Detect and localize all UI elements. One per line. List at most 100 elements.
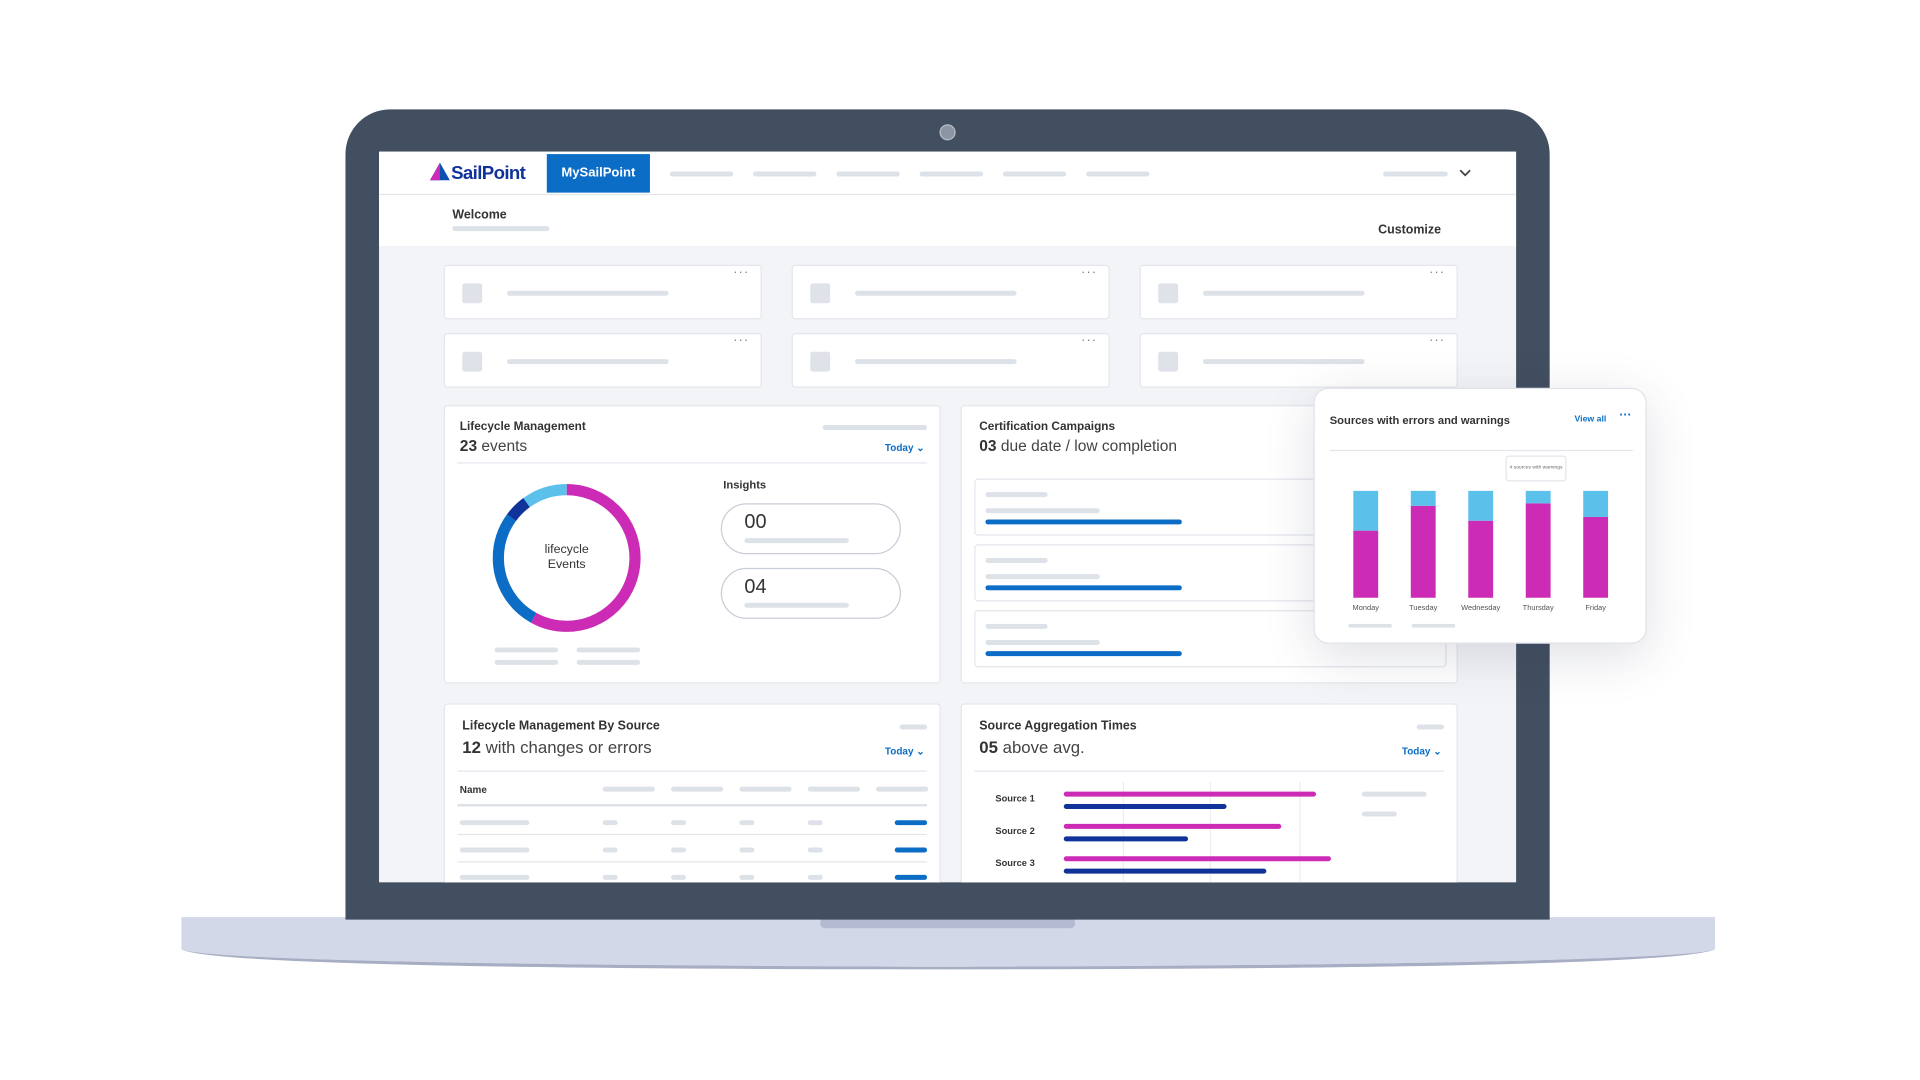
nav-placeholder <box>1086 171 1150 177</box>
card-summary: 12 with changes or errors <box>462 738 651 757</box>
filter-label[interactable]: Today <box>884 442 914 454</box>
placeholder <box>1202 290 1365 296</box>
logo[interactable]: SailPoint <box>451 162 526 184</box>
category-label: Source 1 <box>995 794 1034 804</box>
bar-segment <box>1353 490 1379 531</box>
column-placeholder <box>807 786 860 792</box>
placeholder <box>985 623 1048 629</box>
placeholder <box>985 640 1100 645</box>
filter-dropdown[interactable]: Today ⌄ <box>884 745 925 757</box>
status-bar <box>894 847 928 853</box>
placeholder <box>985 557 1048 563</box>
tooltip <box>1505 455 1567 482</box>
nav-placeholder <box>1002 171 1067 177</box>
column-placeholder <box>602 786 655 792</box>
cell-placeholder <box>459 874 530 880</box>
insight-pill[interactable]: 04 <box>720 567 901 619</box>
legend-placeholder <box>494 659 558 665</box>
filter-label[interactable]: Today <box>884 745 914 757</box>
widget-card[interactable]: ··· <box>443 333 762 388</box>
filter-label[interactable]: Today <box>1401 745 1431 757</box>
bar <box>1063 823 1282 829</box>
bar-segment <box>1468 520 1494 598</box>
summary-count: 12 <box>462 738 481 757</box>
widget-card[interactable]: ··· <box>1139 264 1458 320</box>
placeholder <box>1202 359 1365 365</box>
x-tick-label: Friday <box>1585 603 1606 612</box>
donut-label: Events <box>548 557 586 571</box>
placeholder <box>507 359 669 365</box>
cell-placeholder <box>459 820 530 826</box>
widget-menu: ··· <box>1429 265 1446 280</box>
divider <box>974 770 1445 772</box>
filter-dropdown[interactable]: Today ⌄ <box>1401 745 1442 757</box>
cell-placeholder <box>602 847 618 853</box>
widget-card[interactable]: ··· <box>791 264 1110 320</box>
donut-segment <box>492 484 641 632</box>
donut-chart: lifecycle Events <box>492 484 641 632</box>
widget-card[interactable]: ··· <box>443 264 762 320</box>
progress-bar <box>985 519 1182 525</box>
logo-icon <box>429 162 450 181</box>
widget-icon <box>1158 351 1179 372</box>
widget-menu: ··· <box>1081 334 1098 348</box>
placeholder <box>744 538 849 544</box>
cell-placeholder <box>459 847 530 853</box>
widget-menu: ··· <box>1429 334 1446 348</box>
divider <box>457 770 928 772</box>
popup-title: Sources with errors and warnings <box>1329 413 1510 427</box>
card-title: Lifecycle Management <box>459 420 586 434</box>
placeholder <box>985 508 1100 514</box>
progress-bar <box>985 651 1182 657</box>
placeholder <box>854 359 1017 365</box>
x-tick-label: Thursday <box>1523 603 1554 612</box>
bar-chart: Source 1 Source 2 Source 3 <box>995 781 1331 883</box>
user-placeholder[interactable] <box>1383 171 1448 177</box>
widget-card[interactable]: ··· <box>1139 333 1458 388</box>
bar-segment <box>1583 490 1609 517</box>
x-tick-label: Wednesday <box>1461 603 1500 612</box>
divider <box>457 462 928 464</box>
bar-segment <box>1583 516 1609 598</box>
popup-menu[interactable]: ··· <box>1619 408 1632 423</box>
bar-segment <box>1525 503 1551 598</box>
x-tick-label: Monday <box>1353 603 1380 612</box>
aggregation-card: Source Aggregation Times 05 above avg. T… <box>960 703 1458 883</box>
nav-tab-active[interactable]: MySailPoint <box>546 154 650 193</box>
insights-title: Insights <box>723 478 767 491</box>
stacked-bar-chart: 4 sources with warnings Monday Tuesday Wed… <box>1348 455 1609 628</box>
column-placeholder <box>876 786 929 792</box>
widget-menu: ··· <box>733 265 750 280</box>
bar-segment <box>1410 490 1436 506</box>
card-title: Lifecycle Management By Source <box>462 719 660 734</box>
insight-pill[interactable]: 00 <box>720 503 901 555</box>
widget-icon <box>462 351 483 372</box>
insight-value: 00 <box>744 512 767 534</box>
view-all-link[interactable]: View all <box>1574 415 1607 424</box>
placeholder <box>985 574 1100 580</box>
nav-placeholder <box>669 171 734 177</box>
screen: SailPoint MySailPoint Welcome Customize … <box>379 151 1517 883</box>
subtitle-placeholder <box>452 226 550 232</box>
nav-placeholder <box>753 171 817 177</box>
column-placeholder <box>671 786 724 792</box>
laptop-base <box>181 917 1715 970</box>
legend-placeholder <box>494 647 558 653</box>
card-title: Source Aggregation Times <box>979 719 1137 734</box>
user-chevron[interactable] <box>1459 168 1471 178</box>
bar <box>1063 804 1227 810</box>
category-label: Source 2 <box>995 826 1034 836</box>
cell-placeholder <box>602 820 618 826</box>
customize-button[interactable]: Customize <box>1378 223 1442 238</box>
card-summary: 23 events <box>460 437 527 454</box>
divider <box>457 833 928 836</box>
camera <box>939 124 956 141</box>
bar-segment <box>1410 505 1436 598</box>
widget-menu: ··· <box>733 334 750 348</box>
bar <box>1063 836 1189 842</box>
filter-dropdown[interactable]: Today ⌄ <box>884 442 925 454</box>
widget-card[interactable]: ··· <box>791 333 1110 388</box>
nav-divider <box>379 193 1517 196</box>
